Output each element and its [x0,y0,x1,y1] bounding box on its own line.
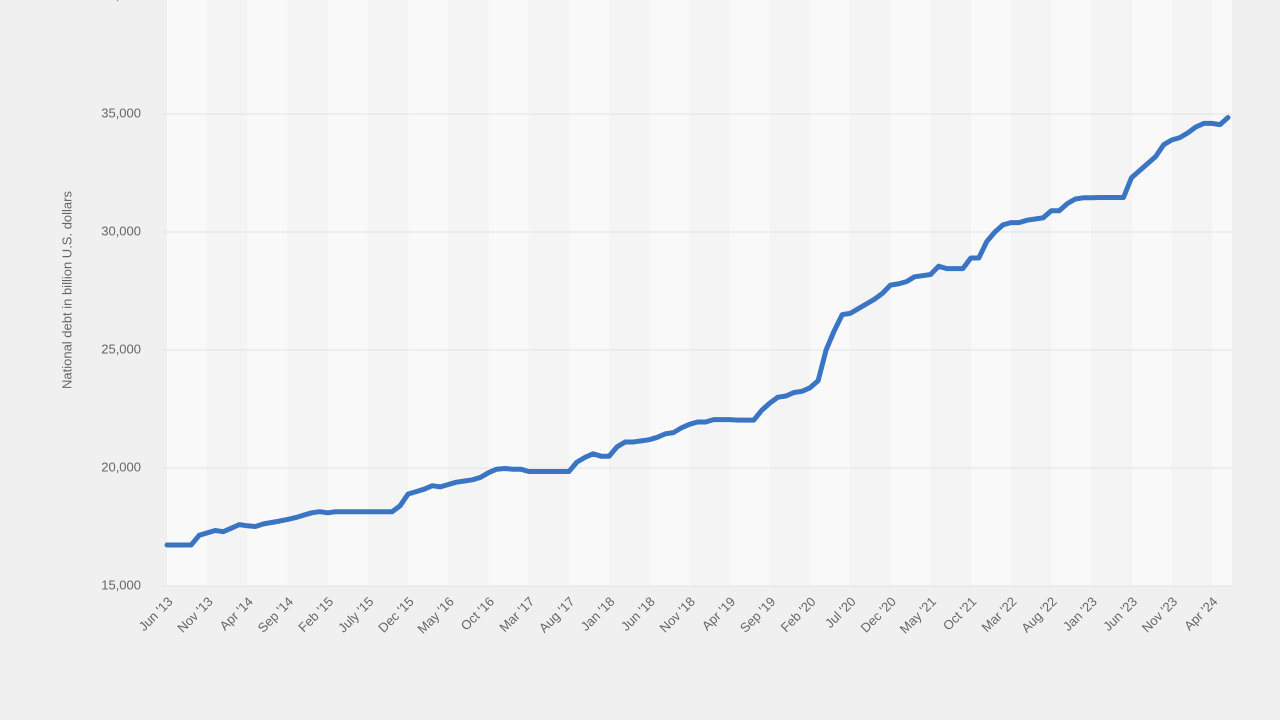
stripe [970,0,1011,586]
stripe [167,0,208,586]
stripes [167,0,1232,586]
stripe [327,0,368,586]
stripe [890,0,931,586]
stripe [367,0,409,586]
stripe [769,0,811,586]
stripe [729,0,770,586]
stripe [1171,0,1212,586]
stripe [1131,0,1172,586]
stripe [649,0,690,586]
stripe [1051,0,1092,586]
stripe [488,0,529,586]
stripe [689,0,730,586]
stripe [609,0,650,586]
stripe [568,0,610,586]
stripe [247,0,288,586]
y-axis-label: National debt in billion U.S. dollars [59,191,74,389]
stripe [408,0,449,586]
y-tick-label: 25,000 [101,341,141,356]
y-tick-label: 35,000 [101,105,141,120]
stripe [810,0,851,586]
y-tick-label: 30,000 [101,223,141,238]
stripe [930,0,971,586]
stripe [207,0,248,586]
stripe [1091,0,1132,586]
stripe [528,0,569,586]
stripe [1211,0,1232,586]
stripe [448,0,489,586]
stripe [1010,0,1052,586]
y-tick-label: 15,000 [101,577,141,592]
stripe [287,0,328,586]
data-line [164,115,1231,548]
y-tick-label: 20,000 [101,459,141,474]
y-tick-label: 40,000 [101,0,141,2]
